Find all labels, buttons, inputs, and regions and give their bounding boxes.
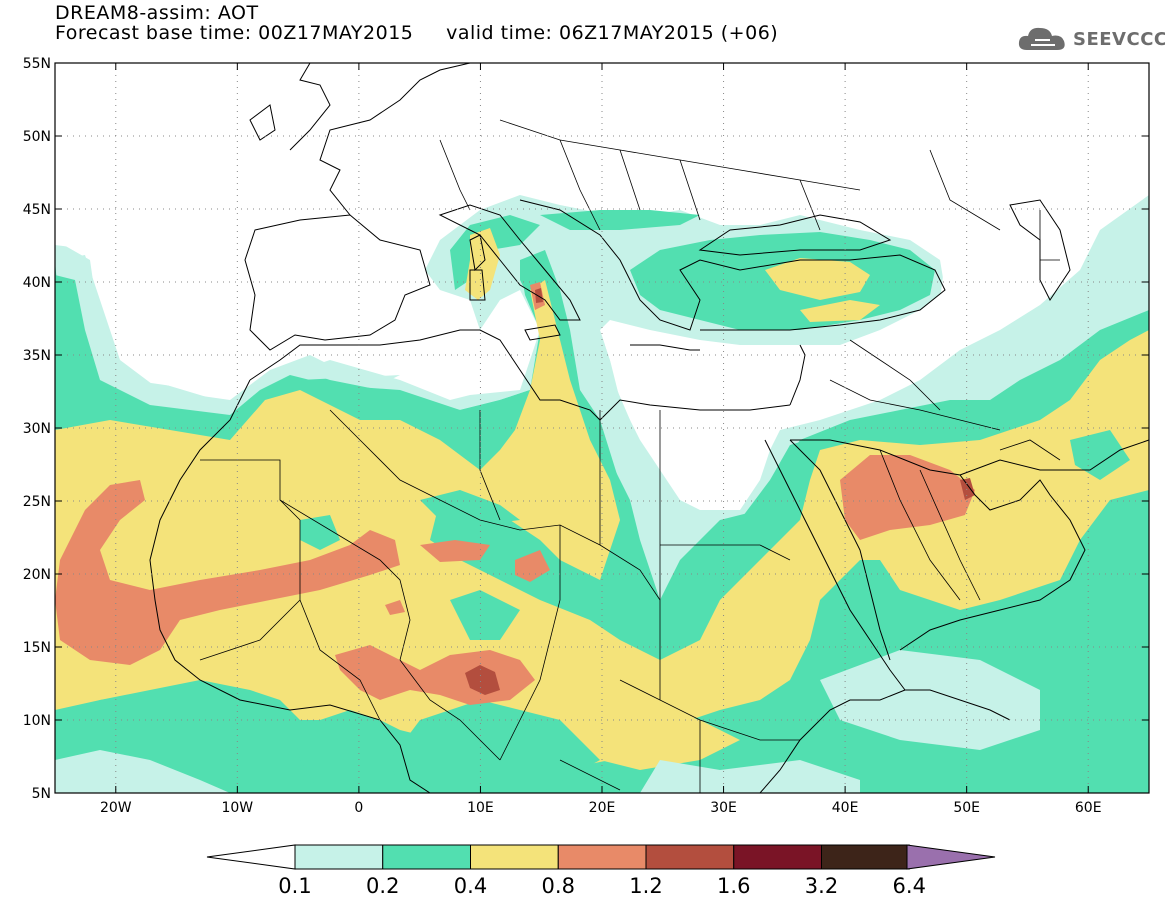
logo-text: SEEVCCC: [1073, 28, 1165, 50]
lon-label: 10W: [221, 800, 253, 816]
colorbar-swatch: [821, 844, 910, 870]
colorbar-label: 0.1: [278, 874, 311, 898]
lon-label: 20W: [100, 800, 132, 816]
colorbar-label: 0.8: [542, 874, 575, 898]
lat-label: 20N: [23, 567, 51, 583]
lat-label: 50N: [23, 129, 51, 145]
colorbar-swatch: [645, 844, 735, 870]
lat-label: 30N: [23, 421, 51, 437]
colorbar-label: 0.4: [454, 874, 487, 898]
lat-label: 40N: [23, 275, 51, 291]
lon-label: 0: [354, 800, 363, 816]
coastlines: [149, 63, 1149, 793]
colorbar-label: 6.4: [893, 874, 926, 898]
latitude-labels: 5N 10N 15N 20N 25N 30N 35N 40N 45N 50N 55N: [23, 56, 51, 802]
lon-label: 10E: [467, 800, 494, 816]
map-title: DREAM8-assim: AOT: [55, 2, 259, 24]
lat-label: 5N: [32, 786, 51, 802]
colorbar-low-arrow: [206, 844, 296, 870]
lon-label: 30E: [710, 800, 737, 816]
colorbar-swatch: [557, 844, 647, 870]
lat-label: 55N: [23, 56, 51, 72]
country-borders: [199, 119, 1061, 793]
lon-label: 50E: [953, 800, 980, 816]
colorbar-label: 3.2: [805, 874, 838, 898]
colorbar-label: 0.2: [366, 874, 399, 898]
lat-label: 35N: [23, 348, 51, 364]
colorbar: 0.1 0.2 0.4 0.8 1.2 1.6 3.2 6.4: [206, 844, 996, 898]
colorbar-label: 1.6: [717, 874, 750, 898]
map-ticks: [55, 62, 1149, 794]
colorbar-swatch: [733, 844, 822, 870]
seevccc-logo: SEEVCCC: [1017, 22, 1165, 56]
aot-level-0.1-light: [55, 255, 400, 420]
colorbar-swatch: [294, 844, 384, 870]
colorbar-swatch: [470, 844, 559, 870]
aot-level-0.1-south: [55, 650, 1040, 793]
colorbar-swatch: [382, 844, 471, 870]
lon-label: 60E: [1075, 800, 1102, 816]
lat-label: 10N: [23, 713, 51, 729]
lat-label: 15N: [23, 640, 51, 656]
map-subtitle: Forecast base time: 00Z17MAY2015 valid t…: [55, 22, 779, 44]
aot-level-1.2: [465, 288, 975, 695]
colorbar-label: 1.2: [629, 874, 662, 898]
lon-label: 20E: [589, 800, 616, 816]
cloud-icon: [1018, 27, 1065, 50]
map-grid: [55, 63, 1149, 793]
longitude-labels: 20W 10W 0 10E 20E 30E 40E 50E 60E: [100, 800, 1102, 816]
lat-label: 45N: [23, 202, 51, 218]
lat-label: 25N: [23, 494, 51, 510]
aot-low-region: [55, 63, 1149, 500]
colorbar-high-arrow: [906, 844, 996, 870]
lon-label: 40E: [832, 800, 859, 816]
